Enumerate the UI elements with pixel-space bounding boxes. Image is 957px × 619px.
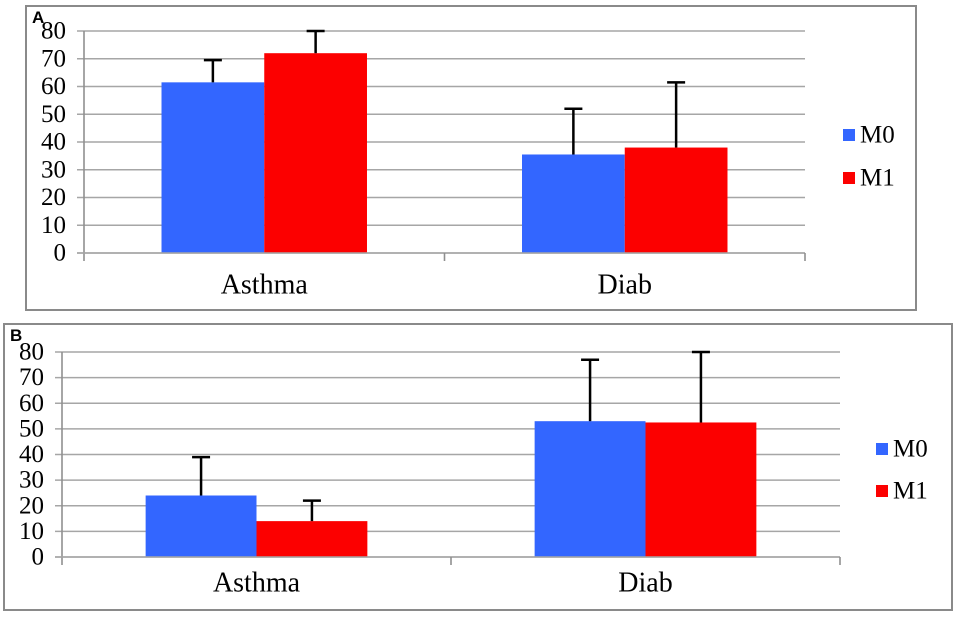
legend-label-m1: M1 (893, 478, 928, 505)
y-tick-label-20: 20 (41, 184, 66, 211)
legend-swatch-m1 (876, 485, 888, 497)
legend-label-m1: M1 (860, 165, 895, 192)
y-tick-label-0: 0 (54, 240, 67, 267)
bar-m1-asthma (264, 53, 367, 254)
legend-swatch-m1 (843, 172, 855, 184)
y-tick-label-0: 0 (32, 544, 45, 571)
y-tick-label-60: 60 (41, 73, 66, 100)
category-label-diab: Diab (618, 568, 672, 599)
y-tick-label-40: 40 (41, 129, 66, 156)
y-tick-label-60: 60 (19, 390, 44, 417)
bar-m0-diab (522, 154, 625, 253)
y-tick-label-10: 10 (41, 212, 66, 239)
y-tick-label-80: 80 (41, 18, 66, 45)
y-tick-label-70: 70 (19, 364, 44, 391)
legend-label-m0: M0 (893, 436, 928, 463)
bar-m1-asthma (256, 521, 368, 557)
panel-a-label: A (32, 8, 45, 27)
y-tick-label-20: 20 (19, 492, 44, 519)
category-label-diab: Diab (598, 270, 652, 301)
bar-m1-diab (624, 147, 728, 253)
legend-swatch-m0 (876, 443, 888, 455)
bar-m0-asthma (145, 495, 257, 557)
bar-m0-diab (534, 421, 646, 557)
y-tick-label-50: 50 (19, 415, 44, 442)
category-label-asthma: Asthma (213, 568, 301, 599)
panel-a: A 0 10 20 30 40 50 60 70 80 Asthma Diab M0 M1 (25, 5, 917, 311)
y-tick-label-10: 10 (19, 518, 44, 545)
panel-b-label: B (10, 326, 23, 345)
panel-b: B 0 10 20 30 40 50 60 70 80 Asthma Diab M0 M1 (3, 323, 953, 611)
y-tick-label-30: 30 (19, 467, 44, 494)
y-tick-label-50: 50 (41, 101, 66, 128)
y-tick-label-70: 70 (41, 45, 66, 72)
bar-m1-diab (645, 422, 757, 557)
legend-label-m0: M0 (860, 122, 895, 149)
y-tick-label-40: 40 (19, 441, 44, 468)
bar-m0-asthma (161, 82, 265, 254)
category-label-asthma: Asthma (221, 270, 309, 301)
y-tick-label-80: 80 (19, 339, 44, 366)
legend-swatch-m0 (843, 129, 855, 141)
y-tick-label-30: 30 (41, 156, 66, 183)
